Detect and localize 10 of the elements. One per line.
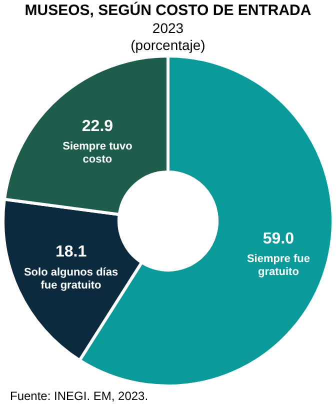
text: (porcentaje) [130,37,206,54]
slice-label: Solo algunos días fue gratuito [24,266,118,292]
data-label: 59.0 [262,230,294,248]
chart-subtitle: 2023 [151,20,185,37]
slice-label: Siempre fue gratuito [246,253,310,278]
data-label: 22.9 [82,118,114,135]
data-label: 18.1 [55,244,87,261]
slice-label: Siempre tuvo costo [62,140,133,166]
chart-title: MUSEOS, SEGÚN COSTO DE ENTRADA [24,2,312,20]
source-note: Fuente: INEGI. EM, 2023. [10,389,148,403]
